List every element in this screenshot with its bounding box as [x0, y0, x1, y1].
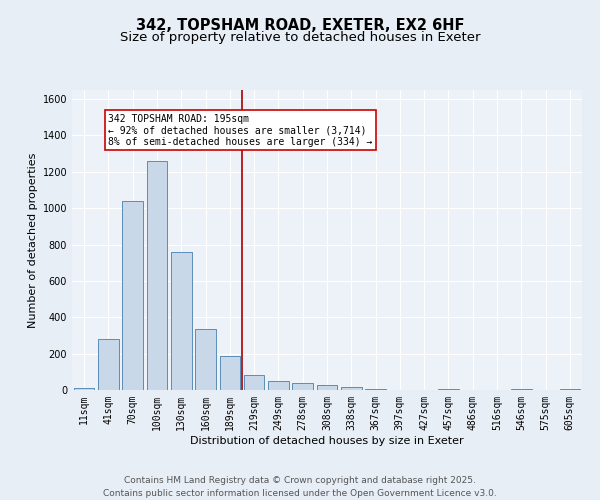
Bar	[341, 388, 362, 390]
Bar	[171, 252, 191, 390]
Bar	[365, 388, 386, 390]
Bar	[195, 329, 216, 390]
Bar	[98, 339, 119, 390]
Bar	[220, 356, 240, 390]
Bar	[292, 383, 313, 390]
Text: Contains HM Land Registry data © Crown copyright and database right 2025.
Contai: Contains HM Land Registry data © Crown c…	[103, 476, 497, 498]
Bar	[438, 388, 459, 390]
X-axis label: Distribution of detached houses by size in Exeter: Distribution of detached houses by size …	[190, 436, 464, 446]
Bar	[146, 161, 167, 390]
Bar	[268, 381, 289, 390]
Text: 342 TOPSHAM ROAD: 195sqm
← 92% of detached houses are smaller (3,714)
8% of semi: 342 TOPSHAM ROAD: 195sqm ← 92% of detach…	[109, 114, 373, 147]
Bar	[74, 388, 94, 390]
Text: 342, TOPSHAM ROAD, EXETER, EX2 6HF: 342, TOPSHAM ROAD, EXETER, EX2 6HF	[136, 18, 464, 32]
Y-axis label: Number of detached properties: Number of detached properties	[28, 152, 38, 328]
Text: Size of property relative to detached houses in Exeter: Size of property relative to detached ho…	[120, 31, 480, 44]
Bar	[244, 376, 265, 390]
Bar	[317, 386, 337, 390]
Bar	[122, 201, 143, 390]
